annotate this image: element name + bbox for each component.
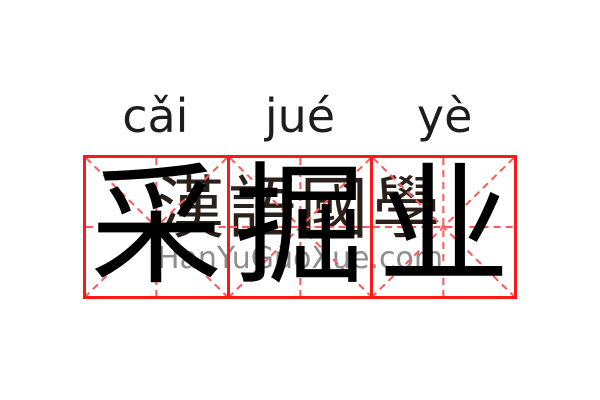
- pinyin-syllable-1: cǎi: [122, 89, 189, 143]
- hanzi-character-2: 掘: [234, 150, 366, 304]
- pinyin-syllable-2: jué: [264, 89, 336, 143]
- practice-grid: 采 掘 业: [83, 155, 517, 299]
- hanzi-character-3: 业: [377, 150, 510, 304]
- hanzi-character-1: 采: [90, 150, 223, 304]
- mizige-guide-lines-icon: [229, 158, 371, 296]
- mizige-guide-lines-icon: [373, 158, 515, 296]
- pinyin-syllable-3: yè: [416, 89, 473, 143]
- mizige-guide-lines-icon: [86, 158, 227, 296]
- grid-cell-1: 采: [86, 158, 227, 296]
- watermark-site-name-cjk: 漢語國學: [155, 170, 445, 249]
- grid-cell-2: 掘: [226, 150, 371, 304]
- pinyin-row: cǎi jué yè: [83, 92, 517, 140]
- grid-cell-3: 业: [370, 150, 515, 304]
